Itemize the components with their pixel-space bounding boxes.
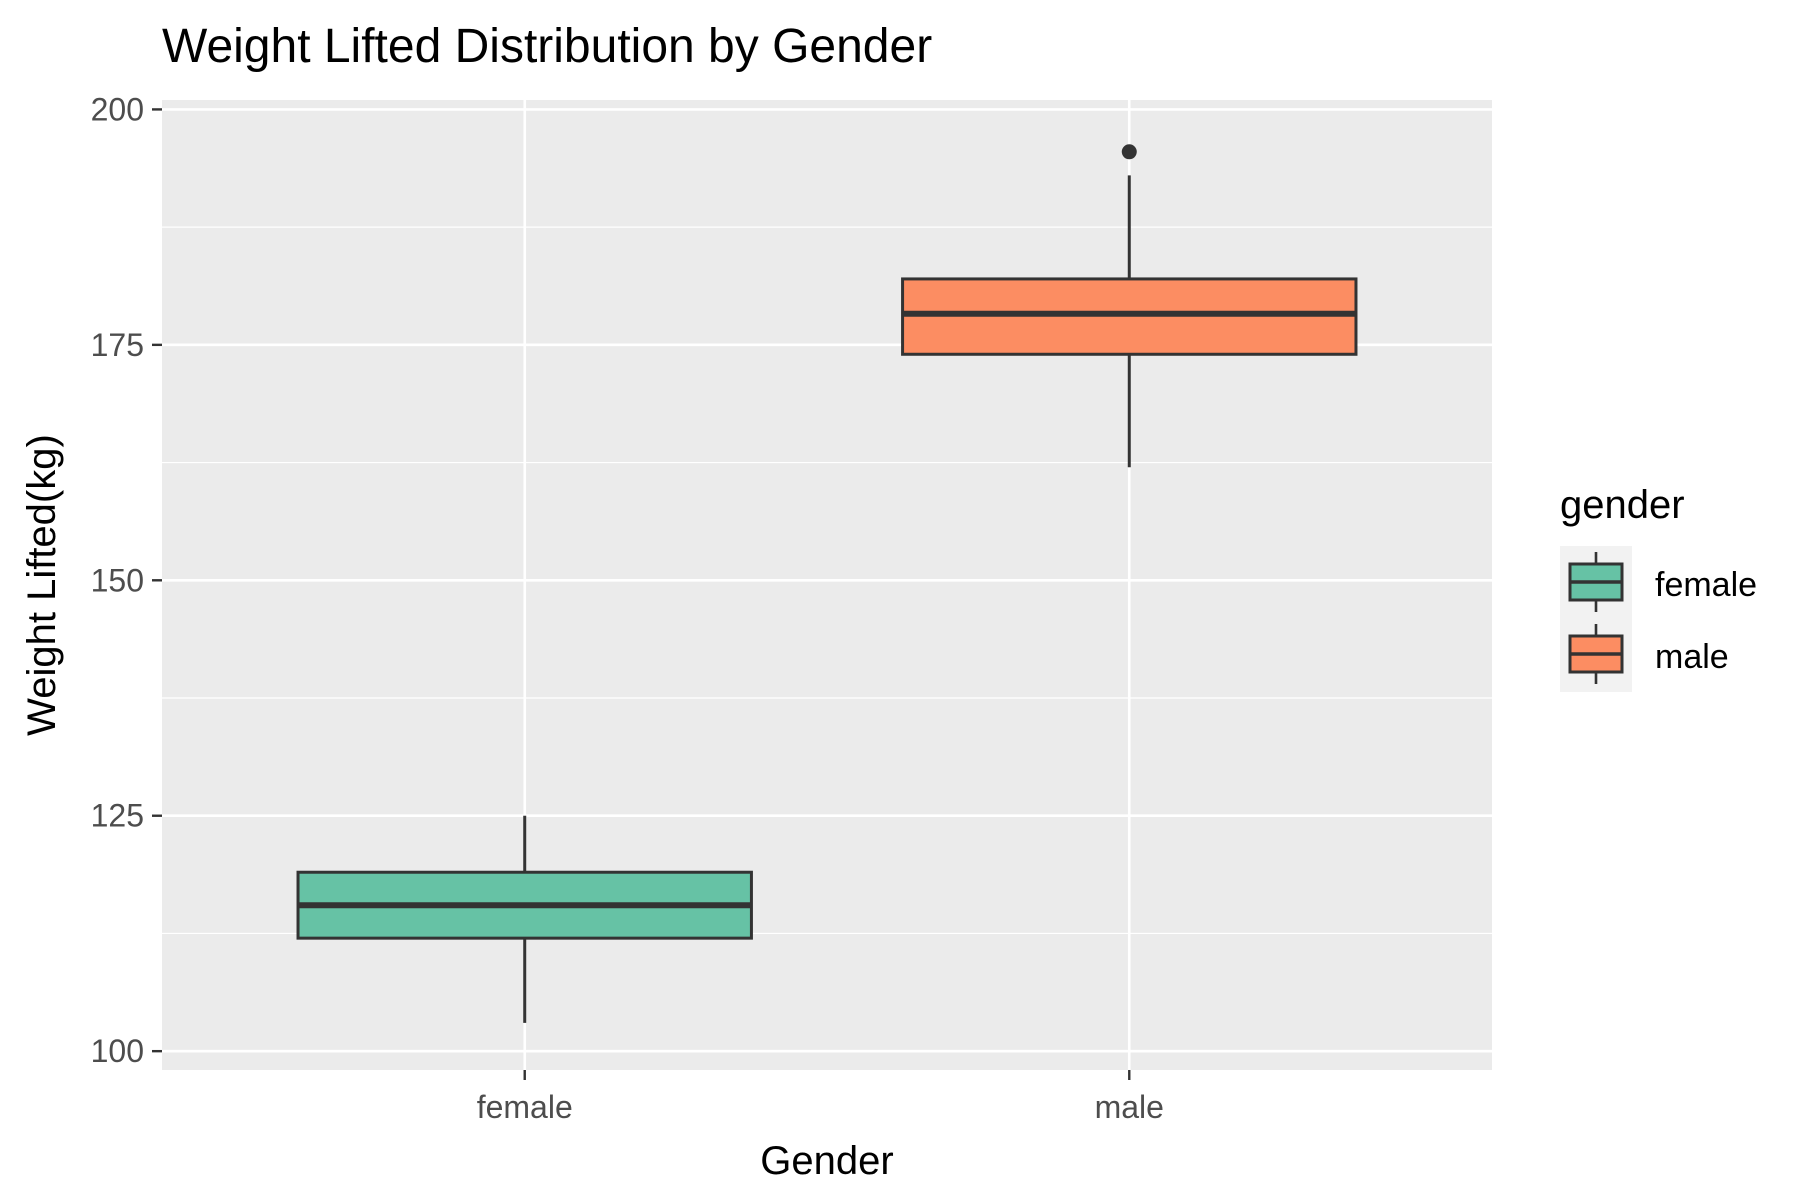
y-axis-title: Weight Lifted(kg) bbox=[20, 434, 64, 736]
x-tick-label: male bbox=[1095, 1089, 1164, 1125]
box-female bbox=[296, 815, 753, 1023]
y-tick-label: 125 bbox=[91, 798, 144, 834]
y-tick-label: 200 bbox=[91, 91, 144, 127]
y-tick-label: 175 bbox=[91, 327, 144, 363]
legend-keys bbox=[1568, 552, 1624, 684]
x-axis: female male bbox=[477, 1070, 1164, 1125]
legend: gender female male bbox=[1560, 483, 1757, 692]
legend-title: gender bbox=[1560, 483, 1685, 527]
x-tick-label: female bbox=[477, 1089, 573, 1125]
x-axis-title: Gender bbox=[760, 1139, 893, 1183]
outlier-point bbox=[1121, 144, 1137, 160]
y-tick-label: 100 bbox=[91, 1033, 144, 1069]
box-male bbox=[901, 144, 1358, 468]
legend-label-male: male bbox=[1655, 638, 1729, 676]
y-axis: 100 125 150 175 200 bbox=[91, 91, 162, 1069]
legend-label-female: female bbox=[1655, 566, 1757, 604]
chart-title: Weight Lifted Distribution by Gender bbox=[162, 20, 932, 73]
y-tick-label: 150 bbox=[91, 562, 144, 598]
boxplot-series bbox=[296, 144, 1358, 1023]
